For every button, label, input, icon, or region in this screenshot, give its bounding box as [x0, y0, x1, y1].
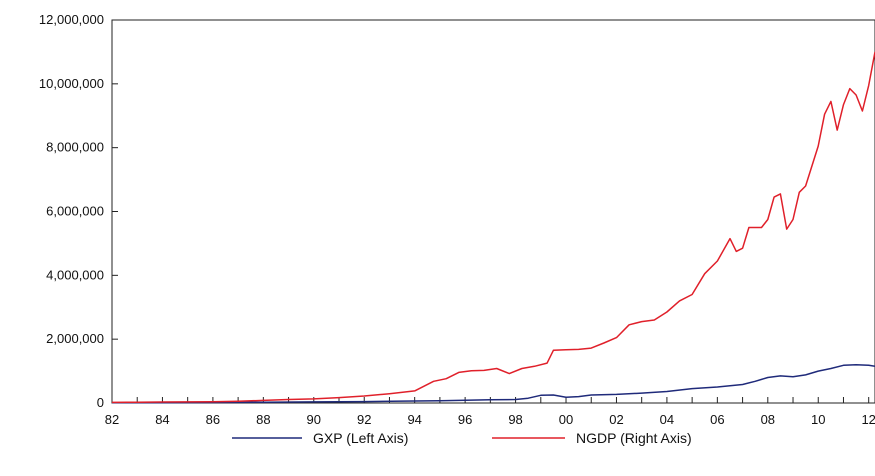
- x-tick-label: 06: [710, 412, 724, 427]
- x-tick-label: 92: [357, 412, 371, 427]
- legend-label: NGDP (Right Axis): [576, 430, 692, 446]
- x-tick-label: 04: [660, 412, 674, 427]
- y-tick-label: 2,000,000: [46, 331, 104, 346]
- x-tick-label: 86: [206, 412, 220, 427]
- x-tick-label: 00: [559, 412, 573, 427]
- y-tick-label: 12,000,000: [39, 12, 104, 27]
- legend-label: GXP (Left Axis): [313, 430, 408, 446]
- y-tick-label: 10,000,000: [39, 76, 104, 91]
- x-tick-label: 98: [508, 412, 522, 427]
- x-tick-label: 88: [256, 412, 270, 427]
- plot-frame: [111, 19, 875, 404]
- x-tick-label: 02: [609, 412, 623, 427]
- x-tick-label: 90: [307, 412, 321, 427]
- x-tick-label: 10: [811, 412, 825, 427]
- x-tick-label: 08: [761, 412, 775, 427]
- y-tick-label: 6,000,000: [46, 204, 104, 219]
- series-layer: [111, 51, 875, 404]
- y-axis: 0 2,000,000 4,000,000 6,000,000 8,000,000 10,…: [39, 12, 118, 410]
- x-tick-label: 94: [407, 412, 421, 427]
- series-line-ngdp: [111, 51, 875, 404]
- x-axis: 82 84 86 88 90 92 94 96 98 00 02 04 06 08 10 12: [105, 397, 875, 427]
- x-tick-label: 12: [861, 412, 875, 427]
- x-tick-label: 82: [105, 412, 119, 427]
- y-tick-label: 8,000,000: [46, 140, 104, 155]
- x-tick-label: 96: [458, 412, 472, 427]
- x-tick-label: 84: [155, 412, 169, 427]
- legend: GXP (Left Axis) NGDP (Right Axis): [232, 430, 692, 446]
- y-tick-label: 0: [97, 395, 104, 410]
- series-line-gxp: [111, 363, 875, 404]
- y-tick-label: 4,000,000: [46, 267, 104, 282]
